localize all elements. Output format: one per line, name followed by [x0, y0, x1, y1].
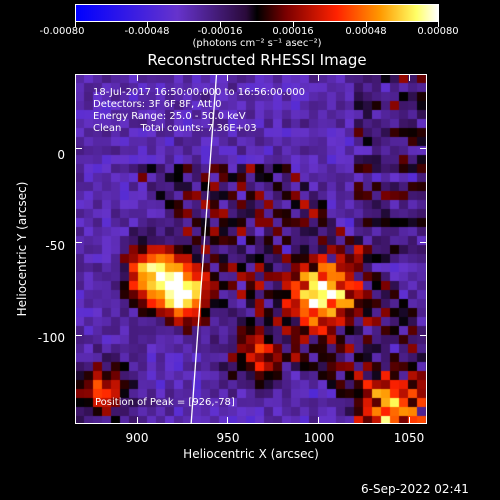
axis-tick — [420, 334, 427, 336]
x-tick-label: 1050 — [393, 431, 425, 445]
axis-tick — [75, 148, 82, 150]
colorbar-unit: (photons cm⁻² s⁻¹ asec⁻²) — [192, 38, 322, 49]
colorbar — [75, 4, 439, 22]
colorbar-label: 0.00048 — [345, 26, 387, 37]
chart-title: Reconstructed RHESSI Image — [147, 51, 367, 69]
colorbar-label: -0.00016 — [197, 26, 243, 37]
y-axis-label: Heliocentric Y (arcsec) — [15, 181, 29, 317]
x-axis-label: Heliocentric X (arcsec) — [183, 447, 319, 461]
y-tick-label: -50 — [45, 239, 65, 253]
heatmap-plot — [75, 74, 427, 424]
axis-tick — [408, 417, 410, 424]
info-energy-range: Energy Range: 25.0 - 50.0 keV — [93, 111, 246, 122]
limb-line-path — [190, 74, 218, 424]
heatmap-image — [75, 74, 427, 424]
axis-tick — [136, 417, 138, 424]
axis-tick — [318, 74, 320, 81]
axis-tick — [75, 334, 82, 336]
colorbar-tick — [147, 22, 148, 27]
limb-line — [190, 74, 218, 424]
info-total-counts: Clean Total counts: 7.36E+03 — [93, 123, 257, 134]
colorbar-tick — [366, 22, 367, 27]
timestamp: 6-Sep-2022 02:41 — [361, 482, 469, 496]
x-tick-label: 1000 — [303, 431, 335, 445]
colorbar-tick — [438, 22, 439, 27]
colorbar-tick — [75, 22, 76, 27]
axis-tick — [227, 417, 229, 424]
colorbar-label: -0.00080 — [39, 26, 85, 37]
peak-position: Position of Peak = [926,-78] — [95, 397, 235, 408]
info-time-range: 18-Jul-2017 16:50:00.000 to 16:56:00.000 — [93, 87, 305, 98]
x-tick-label: 900 — [125, 431, 149, 445]
info-detectors: Detectors: 3F 6F 8F, Att 0 — [93, 99, 222, 110]
colorbar-tick — [293, 22, 294, 27]
x-tick-label: 950 — [216, 431, 240, 445]
axis-tick — [227, 74, 229, 81]
axis-tick — [420, 241, 427, 243]
axis-tick — [408, 74, 410, 81]
y-tick-label: 0 — [57, 148, 65, 162]
colorbar-label: 0.00080 — [417, 26, 459, 37]
colorbar-label: 0.00016 — [272, 26, 314, 37]
axis-tick — [136, 74, 138, 81]
colorbar-label: -0.00048 — [124, 26, 170, 37]
colorbar-tick — [220, 22, 221, 27]
y-tick-label: -100 — [37, 331, 65, 345]
axis-tick — [318, 417, 320, 424]
axis-tick — [420, 148, 427, 150]
axis-tick — [75, 241, 82, 243]
